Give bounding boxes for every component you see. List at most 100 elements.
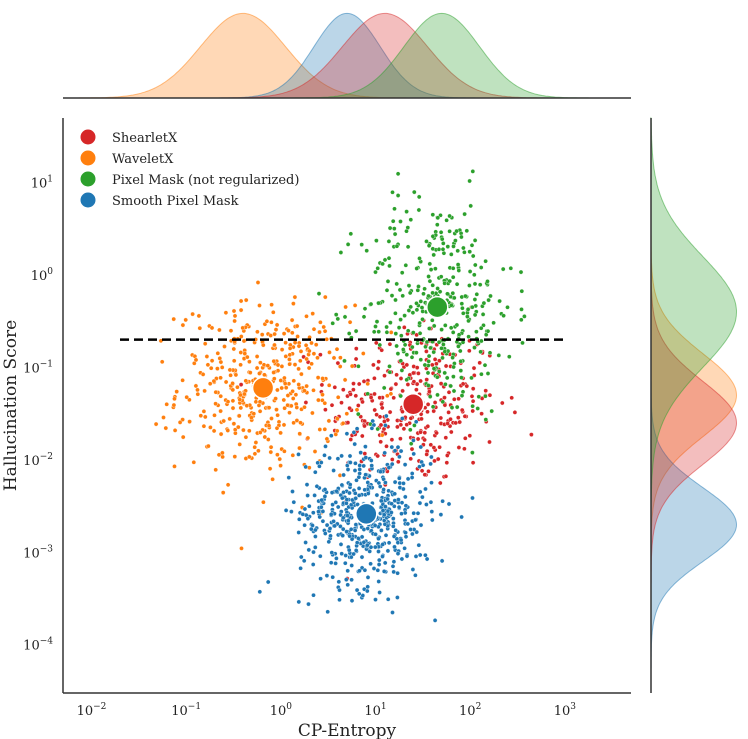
point-pixel-mask-not-regularized- xyxy=(491,320,496,326)
point-smooth-pixel-mask xyxy=(324,522,330,528)
point-smooth-pixel-mask xyxy=(291,499,297,505)
point-shearletx xyxy=(401,426,407,432)
point-pixel-mask-not-regularized- xyxy=(466,334,471,340)
point-waveletx xyxy=(198,413,204,419)
point-smooth-pixel-mask xyxy=(391,559,397,565)
point-pixel-mask-not-regularized- xyxy=(472,312,478,318)
point-shearletx xyxy=(378,439,384,445)
point-waveletx xyxy=(299,371,304,377)
point-pixel-mask-not-regularized- xyxy=(487,350,493,356)
point-smooth-pixel-mask xyxy=(369,463,375,468)
point-waveletx xyxy=(269,319,274,325)
point-smooth-pixel-mask xyxy=(351,551,356,557)
point-smooth-pixel-mask xyxy=(416,542,422,548)
point-smooth-pixel-mask xyxy=(362,567,368,573)
point-waveletx xyxy=(289,330,295,336)
point-shearletx xyxy=(416,371,421,376)
point-pixel-mask-not-regularized- xyxy=(482,362,488,368)
point-waveletx xyxy=(261,499,266,505)
point-shearletx xyxy=(425,402,431,407)
point-waveletx xyxy=(249,415,254,421)
point-waveletx xyxy=(212,412,217,418)
point-smooth-pixel-mask xyxy=(347,482,353,487)
point-pixel-mask-not-regularized- xyxy=(508,265,514,271)
point-waveletx xyxy=(290,396,296,401)
point-smooth-pixel-mask xyxy=(385,597,391,602)
point-smooth-pixel-mask xyxy=(298,554,304,560)
point-smooth-pixel-mask xyxy=(298,566,303,571)
point-smooth-pixel-mask xyxy=(386,465,392,470)
point-smooth-pixel-mask xyxy=(349,536,355,542)
point-pixel-mask-not-regularized- xyxy=(501,313,506,319)
point-pixel-mask-not-regularized- xyxy=(456,268,462,273)
point-pixel-mask-not-regularized- xyxy=(394,343,399,349)
point-smooth-pixel-mask xyxy=(325,609,331,615)
point-pixel-mask-not-regularized- xyxy=(439,236,445,242)
point-smooth-pixel-mask xyxy=(329,550,335,555)
point-pixel-mask-not-regularized- xyxy=(435,392,440,398)
point-waveletx xyxy=(286,328,291,333)
point-waveletx xyxy=(365,381,371,387)
point-smooth-pixel-mask xyxy=(417,500,423,506)
point-shearletx xyxy=(479,411,484,417)
y-tick-label: 10−3 xyxy=(23,544,53,561)
point-waveletx xyxy=(309,340,314,346)
point-pixel-mask-not-regularized- xyxy=(458,358,464,364)
point-smooth-pixel-mask xyxy=(304,482,310,487)
point-shearletx xyxy=(431,408,437,414)
point-shearletx xyxy=(377,395,383,401)
point-smooth-pixel-mask xyxy=(385,548,391,554)
point-pixel-mask-not-regularized- xyxy=(454,322,460,328)
point-smooth-pixel-mask xyxy=(359,534,365,540)
point-smooth-pixel-mask xyxy=(313,527,318,533)
point-shearletx xyxy=(467,433,473,439)
point-pixel-mask-not-regularized- xyxy=(485,328,491,334)
point-pixel-mask-not-regularized- xyxy=(407,427,413,433)
point-waveletx xyxy=(180,377,185,383)
point-pixel-mask-not-regularized- xyxy=(426,243,432,248)
point-smooth-pixel-mask xyxy=(356,474,362,480)
point-waveletx xyxy=(318,319,323,325)
point-shearletx xyxy=(411,379,417,385)
y-tick-label: 10−4 xyxy=(23,637,53,654)
point-waveletx xyxy=(232,454,238,459)
point-shearletx xyxy=(427,389,432,394)
point-shearletx xyxy=(374,412,379,418)
point-smooth-pixel-mask xyxy=(343,577,349,582)
point-shearletx xyxy=(348,391,353,397)
point-pixel-mask-not-regularized- xyxy=(519,317,524,323)
point-smooth-pixel-mask xyxy=(370,418,376,424)
point-smooth-pixel-mask xyxy=(296,517,302,522)
point-shearletx xyxy=(448,416,453,422)
point-waveletx xyxy=(261,362,267,368)
point-smooth-pixel-mask xyxy=(344,431,350,437)
point-pixel-mask-not-regularized- xyxy=(496,353,502,358)
point-waveletx xyxy=(324,336,330,342)
point-smooth-pixel-mask xyxy=(372,544,378,550)
point-smooth-pixel-mask xyxy=(289,509,294,514)
point-smooth-pixel-mask xyxy=(365,584,371,590)
point-waveletx xyxy=(256,448,261,454)
point-pixel-mask-not-regularized- xyxy=(406,308,412,313)
point-smooth-pixel-mask xyxy=(377,484,383,489)
point-shearletx xyxy=(437,480,443,486)
point-pixel-mask-not-regularized- xyxy=(488,293,493,299)
point-pixel-mask-not-regularized- xyxy=(439,345,444,351)
top-marginal-kde xyxy=(63,12,631,99)
point-pixel-mask-not-regularized- xyxy=(348,231,354,237)
point-pixel-mask-not-regularized- xyxy=(398,393,404,399)
point-waveletx xyxy=(322,400,328,406)
point-shearletx xyxy=(464,383,470,389)
point-waveletx xyxy=(334,416,340,421)
point-pixel-mask-not-regularized- xyxy=(448,252,454,257)
point-shearletx xyxy=(529,432,534,437)
point-shearletx xyxy=(395,424,400,430)
point-pixel-mask-not-regularized- xyxy=(459,393,465,398)
point-waveletx xyxy=(289,317,295,323)
point-waveletx xyxy=(322,294,328,300)
point-pixel-mask-not-regularized- xyxy=(468,203,474,209)
point-shearletx xyxy=(499,400,505,406)
point-pixel-mask-not-regularized- xyxy=(398,219,403,224)
point-smooth-pixel-mask xyxy=(390,516,396,521)
point-pixel-mask-not-regularized- xyxy=(365,391,371,397)
